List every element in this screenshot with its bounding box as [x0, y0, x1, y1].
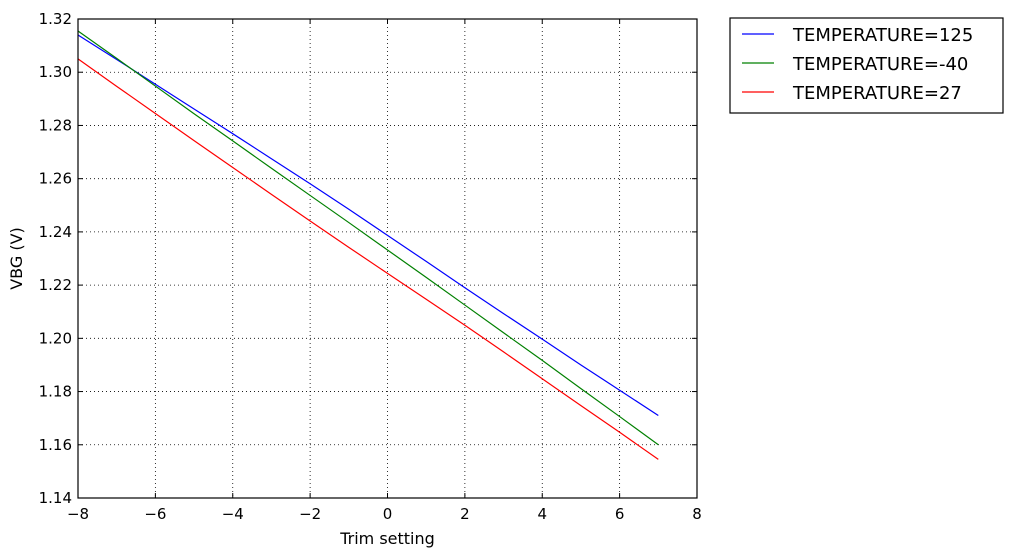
y-axis-label: VBG (V) — [7, 227, 26, 290]
series-line-0 — [77, 34, 659, 417]
legend: TEMPERATURE=125 TEMPERATURE=-40 TEMPERATUR… — [729, 17, 1004, 114]
y-tick-label: 1.18 — [39, 383, 72, 401]
y-tick-label: 1.26 — [39, 170, 72, 188]
y-tick-label: 1.20 — [39, 329, 72, 347]
x-tick-label: 0 — [383, 505, 393, 523]
y-axis-tick-labels: 1.14 1.16 1.18 1.20 1.22 1.24 1.26 1.28 1.30 1.32 — [39, 10, 72, 507]
x-tick-label: −6 — [144, 505, 166, 523]
y-tick-label: 1.30 — [39, 63, 72, 81]
x-tick-label: 6 — [615, 505, 625, 523]
y-tick-label: 1.28 — [39, 116, 72, 134]
legend-label-1: TEMPERATURE=-40 — [792, 54, 968, 75]
x-axis-tick-labels: −8 −6 −4 −2 0 2 4 6 8 — [67, 505, 702, 523]
legend-label-0: TEMPERATURE=125 — [792, 25, 973, 46]
y-tick-label: 1.24 — [39, 223, 72, 241]
y-tick-label: 1.32 — [39, 10, 72, 28]
x-axis-label: Trim setting — [339, 529, 435, 548]
plot-area-frame — [77, 18, 698, 499]
y-tick-label: 1.22 — [39, 276, 72, 294]
x-tick-label: 8 — [692, 505, 702, 523]
series-lines — [77, 30, 659, 460]
legend-label-2: TEMPERATURE=27 — [792, 83, 962, 104]
x-tick-label: −8 — [67, 505, 89, 523]
x-tick-label: −2 — [299, 505, 321, 523]
y-tick-label: 1.14 — [39, 489, 72, 507]
grid-lines — [77, 18, 698, 499]
x-tick-label: −4 — [222, 505, 244, 523]
axis-ticks — [77, 18, 698, 499]
y-tick-label: 1.16 — [39, 436, 72, 454]
x-tick-label: 4 — [537, 505, 547, 523]
series-line-1 — [77, 30, 659, 446]
x-tick-label: 2 — [460, 505, 470, 523]
legend-frame — [729, 17, 1004, 114]
series-line-2 — [77, 58, 659, 460]
